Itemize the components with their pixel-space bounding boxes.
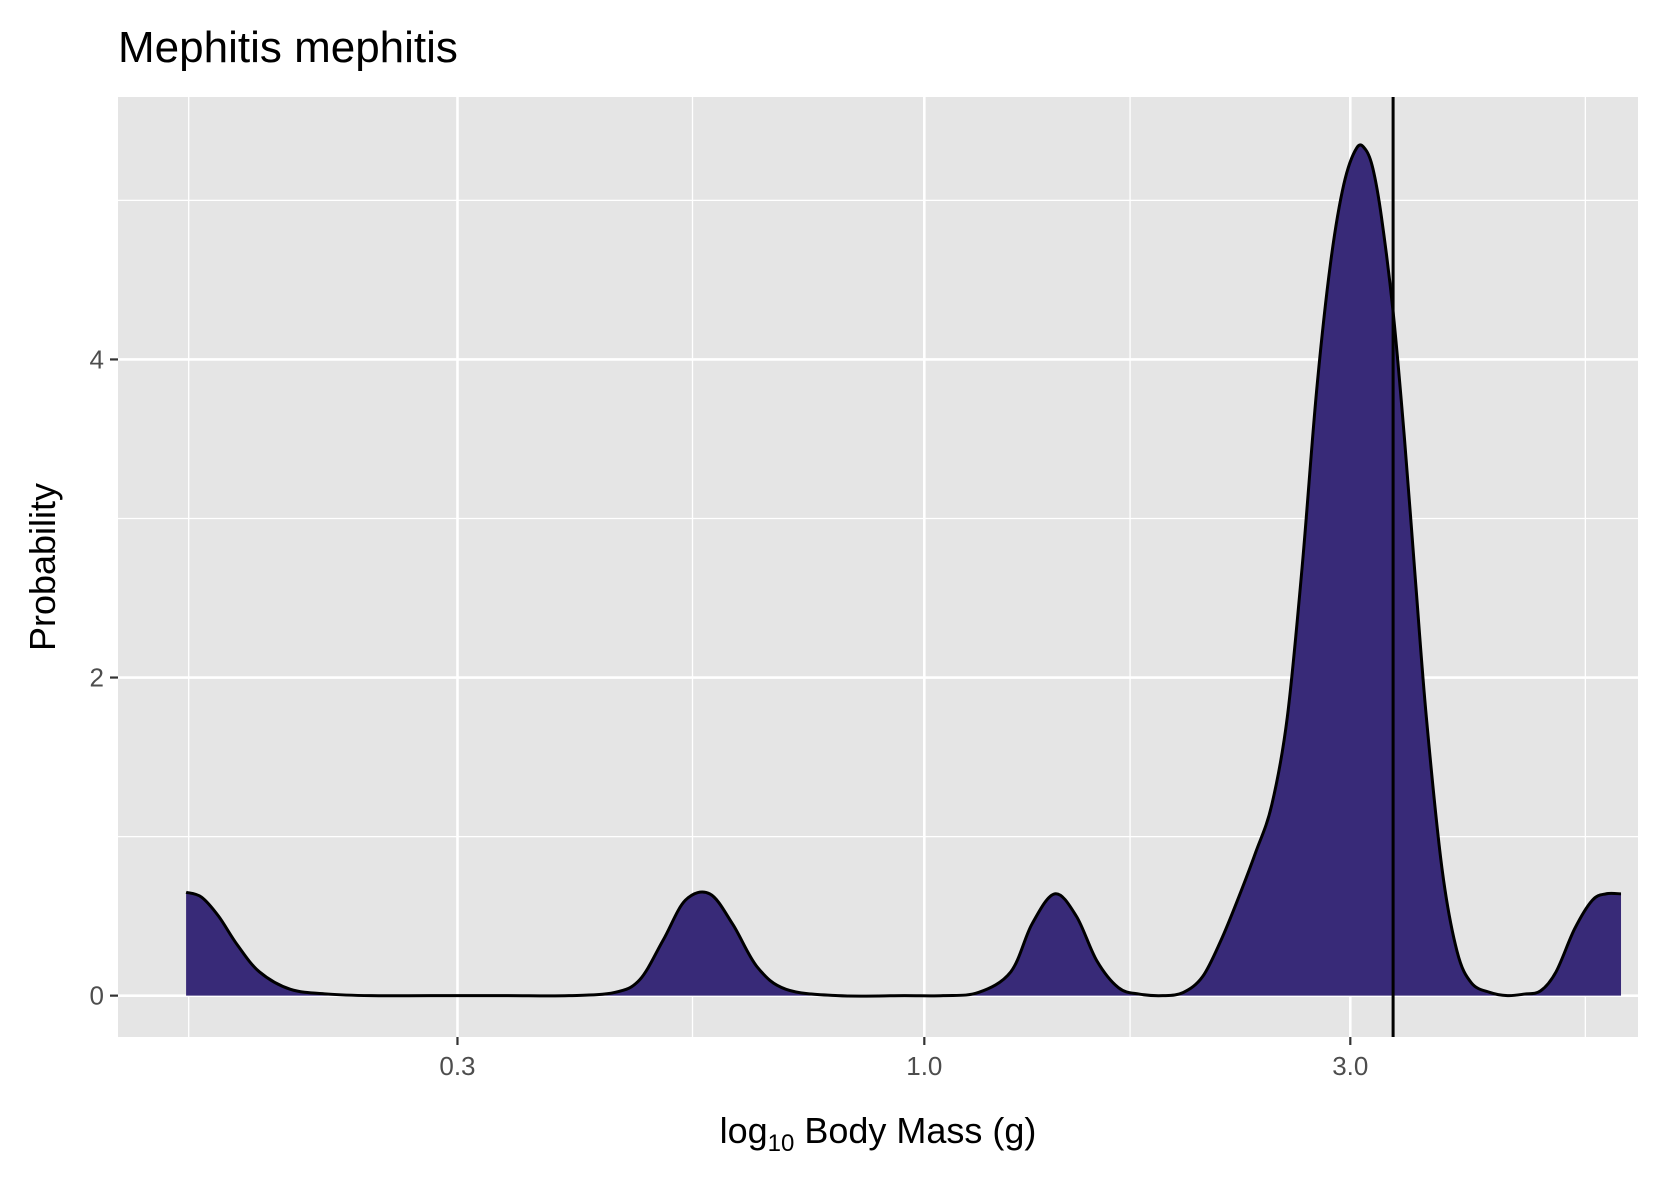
x-axis-ticks: 0.3 1.0 3.0 (439, 1037, 1368, 1081)
density-line (185, 143, 1622, 998)
x-axis-title-suffix: Body Mass (794, 1110, 992, 1151)
chart-title: Mephitis mephitis (118, 23, 458, 72)
x-tick-label: 1.0 (906, 1051, 942, 1081)
x-axis-title-subscript: 10 (768, 1130, 795, 1157)
x-axis-title: log10 Body Mass (g) (720, 1110, 1037, 1157)
density-area (186, 144, 1622, 997)
y-tick-label: 4 (90, 344, 104, 374)
y-tick-label: 0 (90, 981, 104, 1011)
x-axis-title-prefix: log (720, 1110, 768, 1151)
x-tick-label: 3.0 (1332, 1051, 1368, 1081)
y-axis-title: Probability (22, 483, 63, 651)
x-tick-label: 0.3 (439, 1051, 475, 1081)
y-axis-ticks: 0 2 4 (90, 344, 118, 1011)
x-axis-title-unit: (g) (992, 1110, 1036, 1151)
y-tick-label: 2 (90, 663, 104, 693)
